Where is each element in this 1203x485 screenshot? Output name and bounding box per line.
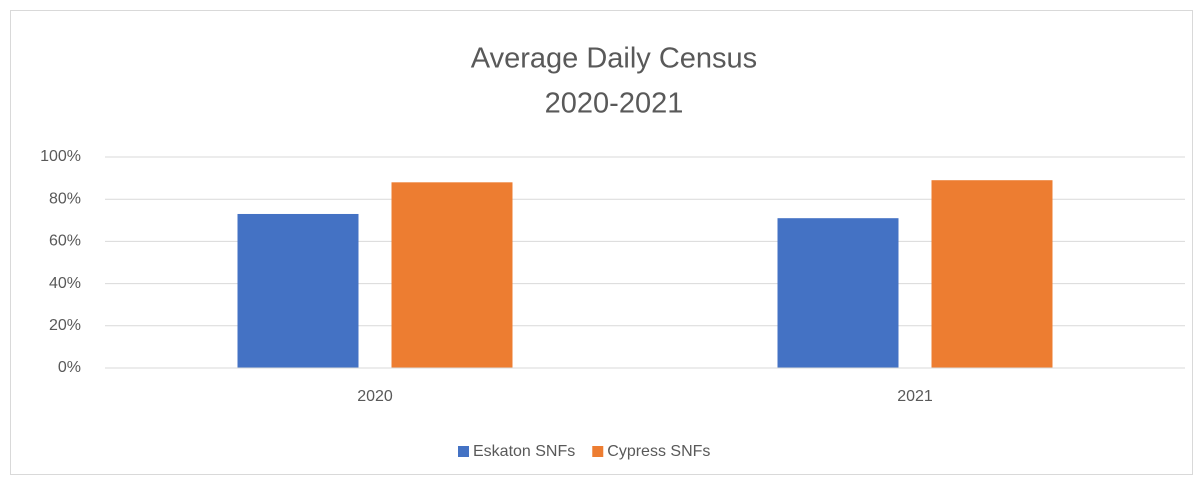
legend-label: Eskaton SNFs <box>473 443 575 460</box>
bar <box>391 182 513 368</box>
y-tick-label: 80% <box>49 190 81 207</box>
y-tick-label: 20% <box>49 317 81 334</box>
y-tick-label: 40% <box>49 275 81 292</box>
x-tick-label: 2020 <box>357 388 393 405</box>
y-tick-label: 100% <box>40 148 81 165</box>
legend-swatch <box>592 446 604 457</box>
chart-subtitle: 2020-2021 <box>545 88 684 120</box>
legend-label: Cypress SNFs <box>607 443 710 460</box>
legend-swatch <box>458 446 469 457</box>
bar <box>777 218 899 368</box>
bar <box>237 213 359 368</box>
y-tick-label: 60% <box>49 233 81 250</box>
y-tick-label: 0% <box>58 359 81 376</box>
x-tick-label: 2021 <box>897 388 933 405</box>
bar <box>931 180 1053 368</box>
chart-title: Average Daily Census <box>471 43 757 75</box>
